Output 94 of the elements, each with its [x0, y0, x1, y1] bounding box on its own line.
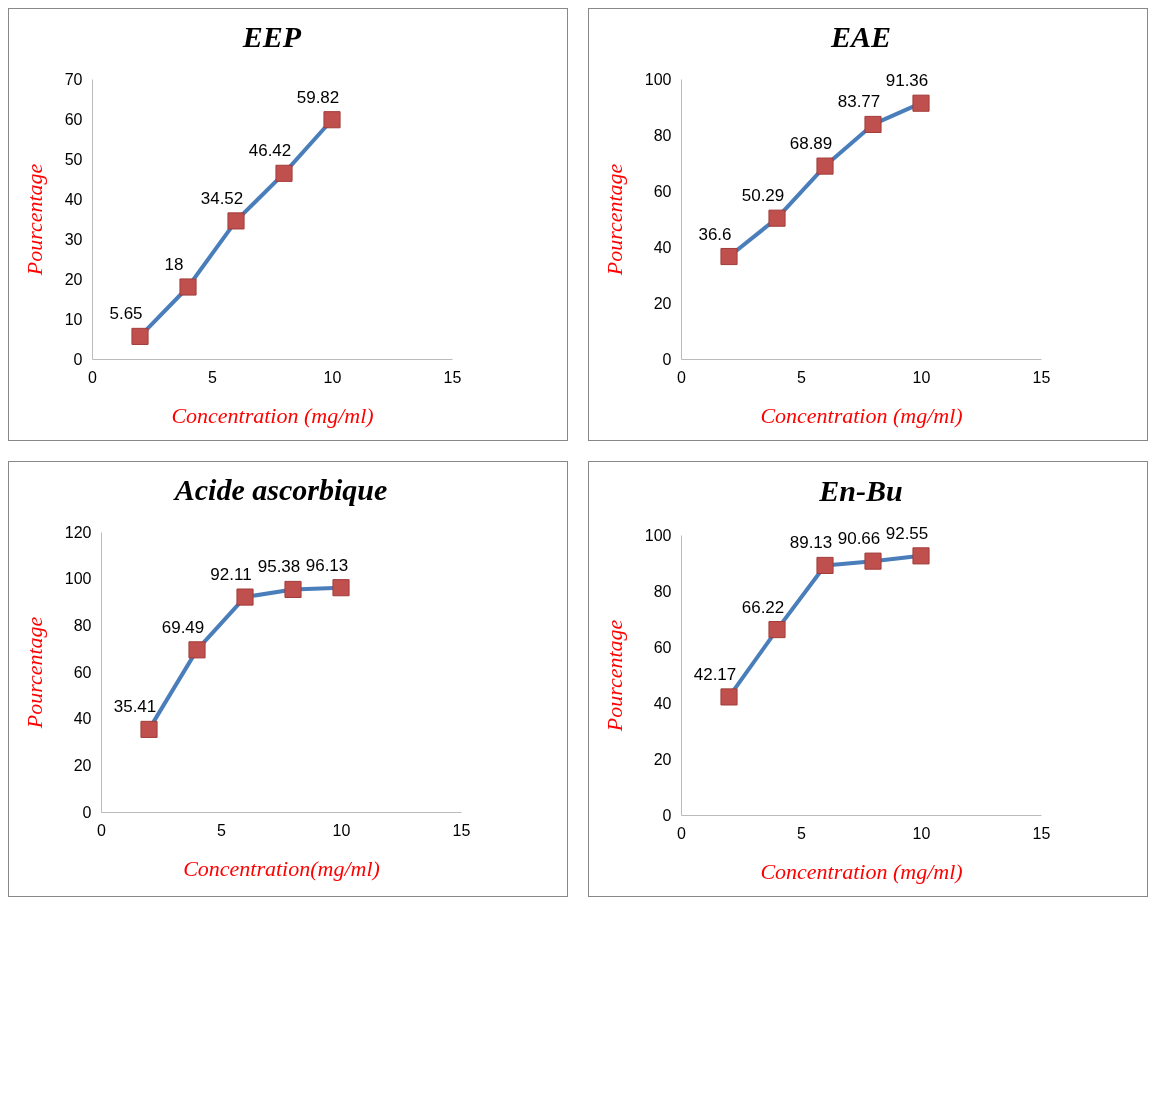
x-tick-label: 10 — [912, 824, 931, 842]
y-tick-label: 50 — [64, 150, 83, 168]
x-tick-label: 10 — [912, 368, 931, 386]
chart-title: EEP — [241, 20, 302, 53]
point — [323, 111, 341, 129]
x-tick-label: 15 — [1032, 368, 1051, 386]
point — [912, 547, 930, 565]
y-axis-title: Pourcentage — [601, 619, 627, 733]
y-tick-label: 0 — [662, 350, 672, 368]
x-axis-title: Concentration(mg/ml) — [183, 855, 380, 881]
y-tick-label: 0 — [82, 803, 92, 821]
data-label: 95.38 — [257, 557, 301, 577]
x-axis-title: Concentration (mg/ml) — [171, 402, 374, 428]
y-tick-label: 80 — [653, 582, 672, 600]
data-label: 68.89 — [789, 134, 833, 154]
x-tick-label: 15 — [1032, 824, 1051, 842]
data-label: 91.36 — [885, 71, 929, 91]
data-label: 92.55 — [885, 523, 929, 543]
x-axis-title: Concentration (mg/ml) — [760, 858, 963, 884]
point — [179, 278, 197, 296]
y-tick-label: 100 — [644, 70, 672, 88]
y-tick-label: 60 — [653, 638, 672, 656]
data-label: 96.13 — [305, 555, 349, 575]
data-label: 90.66 — [837, 529, 881, 549]
point — [720, 247, 738, 266]
point — [816, 157, 834, 175]
data-label: 50.29 — [741, 186, 785, 206]
x-tick-label: 0 — [677, 824, 687, 842]
data-label: 18 — [164, 255, 184, 274]
point — [284, 580, 302, 599]
x-tick-label: 5 — [208, 368, 218, 386]
y-tick-label: 80 — [653, 126, 672, 144]
y-axis-title: Pourcentage — [601, 163, 627, 277]
point — [275, 164, 293, 182]
y-tick-label: 100 — [64, 570, 92, 588]
point — [332, 579, 350, 597]
point — [864, 552, 882, 570]
x-tick-label: 10 — [323, 368, 342, 386]
y-tick-label: 30 — [64, 230, 83, 248]
y-tick-label: 40 — [73, 710, 92, 728]
y-tick-label: 80 — [73, 616, 92, 634]
data-label: 69.49 — [161, 617, 205, 637]
y-axis-title: Pourcentage — [21, 616, 47, 730]
data-label: 59.82 — [296, 87, 340, 107]
y-tick-label: 20 — [73, 756, 92, 774]
y-tick-label: 60 — [64, 110, 83, 128]
y-tick-label: 70 — [64, 70, 83, 88]
y-tick-label: 40 — [653, 694, 672, 712]
point — [131, 327, 149, 345]
point — [768, 621, 786, 639]
point — [236, 588, 254, 606]
y-tick-label: 40 — [64, 190, 83, 208]
y-tick-label: 0 — [662, 806, 672, 824]
point — [140, 720, 158, 738]
y-tick-label: 20 — [653, 294, 672, 312]
data-label: 92.11 — [210, 565, 252, 585]
y-axis-title: Pourcentage — [21, 163, 47, 277]
point — [720, 688, 738, 706]
point — [864, 115, 882, 134]
x-tick-label: 5 — [797, 368, 807, 386]
point — [227, 212, 245, 230]
x-tick-label: 10 — [332, 821, 351, 839]
x-tick-label: 15 — [452, 821, 471, 839]
chart-title: EAE — [829, 20, 892, 53]
point — [188, 641, 206, 659]
y-tick-label: 120 — [64, 523, 92, 541]
data-label: 83.77 — [837, 92, 881, 112]
x-tick-label: 15 — [443, 368, 462, 386]
data-label: 34.52 — [200, 188, 244, 208]
chart-title: En-Bu — [818, 473, 903, 507]
y-tick-label: 100 — [644, 526, 672, 544]
point — [816, 556, 834, 574]
y-tick-label: 60 — [653, 182, 672, 200]
y-tick-label: 20 — [64, 270, 83, 288]
x-tick-label: 5 — [217, 821, 227, 839]
x-tick-label: 0 — [677, 368, 687, 386]
data-label: 89.13 — [789, 533, 833, 553]
x-tick-label: 0 — [97, 821, 107, 839]
point — [768, 209, 786, 227]
chart-title: Acide ascorbique — [172, 473, 388, 506]
data-label: 35.41 — [113, 697, 157, 717]
data-label: 66.22 — [741, 597, 785, 617]
y-tick-label: 40 — [653, 238, 672, 256]
data-label: 42.17 — [693, 664, 737, 684]
y-tick-label: 20 — [653, 750, 672, 768]
point — [912, 94, 930, 112]
x-tick-label: 5 — [797, 824, 807, 842]
data-label: 36.6 — [698, 224, 732, 244]
y-tick-label: 10 — [64, 310, 83, 328]
data-label: 46.42 — [248, 141, 292, 161]
y-tick-label: 60 — [73, 663, 92, 681]
y-tick-label: 0 — [73, 350, 83, 368]
data-label: 5.65 — [109, 304, 143, 324]
x-axis-title: Concentration (mg/ml) — [760, 402, 963, 428]
